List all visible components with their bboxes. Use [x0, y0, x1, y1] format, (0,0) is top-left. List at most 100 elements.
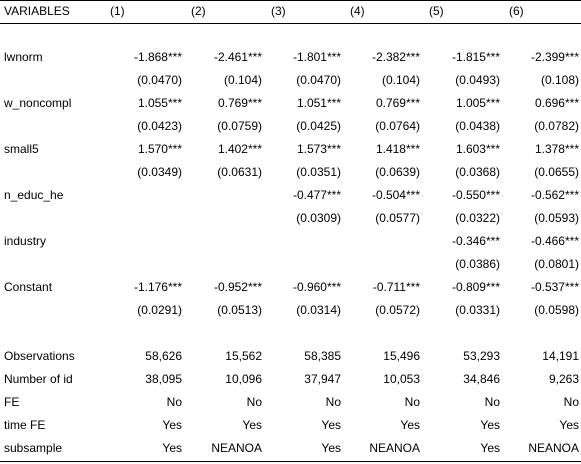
cell-col-5: (0.0386): [455, 257, 500, 271]
cell-col-1: (0.0291): [137, 303, 182, 317]
row-label: FE: [4, 395, 20, 409]
cell-col-3: Yes: [321, 441, 341, 455]
cell-col-2: -2.461***: [213, 50, 262, 64]
cell-col-2: (0.0759): [217, 119, 262, 133]
cell-col-5: 53,293: [463, 349, 500, 363]
cell-col-4: -0.711***: [372, 280, 420, 294]
cell-col-2: 1.402***: [217, 142, 262, 156]
table-row: n_educ_he -0.477*** -0.504*** -0.550*** -0.5…: [0, 184, 581, 207]
cell-col-6: -2.399***: [530, 50, 579, 64]
cell-col-5: -0.809***: [451, 280, 500, 294]
cell-col-5: -0.346***: [451, 234, 500, 248]
table-row: [0, 322, 581, 345]
header-col-4: (4): [350, 4, 365, 18]
cell-col-5: 1.005***: [455, 96, 500, 110]
cell-col-6: 14,191: [542, 349, 579, 363]
cell-col-4: -2.382***: [371, 50, 420, 64]
table-row: (0.0470) (0.104) (0.0470) (0.104) (0.0493) (0…: [0, 69, 581, 92]
cell-col-5: (0.0368): [455, 165, 500, 179]
header-variables: VARIABLES: [4, 4, 70, 18]
cell-col-5: Yes: [480, 418, 500, 432]
header-col-3: (3): [271, 4, 286, 18]
cell-col-3: No: [325, 395, 341, 409]
table-row: (0.0423) (0.0759) (0.0425) (0.0764) (0.0438)…: [0, 115, 581, 138]
row-label: small5: [4, 142, 39, 156]
row-label: w_noncompl: [4, 96, 72, 110]
table-row: (0.0309) (0.0577) (0.0322) (0.0593): [0, 207, 581, 230]
cell-col-1: 1.570***: [137, 142, 182, 156]
header-rule: [0, 23, 581, 24]
cell-col-3: Yes: [321, 418, 341, 432]
header-col-5: (5): [429, 4, 444, 18]
table-row: (0.0349) (0.0631) (0.0351) (0.0639) (0.0368)…: [0, 161, 581, 184]
table-row: FE No No No No No No: [0, 391, 581, 414]
cell-col-6: No: [563, 395, 579, 409]
table-row: time FE Yes Yes Yes Yes Yes Yes: [0, 414, 581, 437]
table-row: (0.0386) (0.0801): [0, 253, 581, 276]
table-row: Constant -1.176*** -0.952*** -0.960*** -0.71…: [0, 276, 581, 299]
cell-col-5: (0.0493): [455, 73, 500, 87]
row-label: Constant: [4, 280, 53, 294]
cell-col-4: 0.769***: [375, 96, 420, 110]
cell-col-6: (0.0598): [534, 303, 579, 317]
cell-col-1: 1.055***: [137, 96, 182, 110]
header-col-6: (6): [509, 4, 524, 18]
cell-col-1: (0.0423): [137, 119, 182, 133]
table-row: Observations 58,626 15,562 58,385 15,496 53,2…: [0, 345, 581, 368]
cell-col-3: 58,385: [304, 349, 341, 363]
header-col-1: (1): [110, 4, 125, 18]
cell-col-3: (0.0470): [296, 73, 341, 87]
cell-col-5: Yes: [480, 441, 500, 455]
cell-col-6: -0.537***: [530, 280, 579, 294]
cell-col-4: NEANOA: [369, 441, 420, 455]
cell-col-1: -1.176***: [133, 280, 182, 294]
cell-col-2: (0.0631): [217, 165, 262, 179]
cell-col-2: 10,096: [225, 372, 262, 386]
cell-col-5: (0.0331): [455, 303, 500, 317]
cell-col-1: (0.0349): [137, 165, 182, 179]
cell-col-2: No: [246, 395, 262, 409]
table-row: industry -0.346*** -0.466***: [0, 230, 581, 253]
row-label: n_educ_he: [4, 188, 64, 202]
cell-col-5: (0.0438): [455, 119, 500, 133]
cell-col-6: 0.696***: [534, 96, 579, 110]
cell-col-4: 1.418***: [375, 142, 420, 156]
table-row: small5 1.570*** 1.402*** 1.573*** 1.418*** 1.…: [0, 138, 581, 161]
cell-col-4: Yes: [400, 418, 420, 432]
cell-col-2: NEANOA: [211, 441, 262, 455]
table-row: [0, 23, 581, 46]
row-label: subsample: [4, 441, 63, 455]
top-rule: [0, 0, 581, 1]
row-label: industry: [4, 234, 47, 248]
cell-col-2: Yes: [242, 418, 262, 432]
cell-col-4: (0.0639): [375, 165, 420, 179]
row-label: Observations: [4, 349, 75, 363]
cell-col-6: (0.108): [540, 73, 579, 87]
cell-col-1: Yes: [162, 418, 182, 432]
cell-col-6: -0.466***: [530, 234, 579, 248]
cell-col-3: -0.477***: [292, 188, 341, 202]
cell-col-4: (0.0572): [375, 303, 420, 317]
cell-col-4: 15,496: [383, 349, 420, 363]
cell-col-1: -1.868***: [133, 50, 182, 64]
cell-col-1: 38,095: [145, 372, 182, 386]
row-label: Number of id: [4, 372, 73, 386]
cell-col-6: -0.562***: [530, 188, 579, 202]
cell-col-3: (0.0351): [296, 165, 341, 179]
cell-col-6: NEANOA: [528, 441, 579, 455]
cell-col-1: (0.0470): [137, 73, 182, 87]
cell-col-6: 1.378***: [534, 142, 579, 156]
cell-col-3: 37,947: [304, 372, 341, 386]
table-row: (0.0291) (0.0513) (0.0314) (0.0572) (0.0331)…: [0, 299, 581, 322]
header-col-2: (2): [191, 4, 206, 18]
cell-col-3: (0.0309): [296, 211, 341, 225]
header-row: VARIABLES (1) (2) (3) (4) (5) (6): [0, 0, 581, 23]
cell-col-6: 9,263: [548, 372, 579, 386]
cell-col-4: No: [404, 395, 420, 409]
cell-col-5: (0.0322): [455, 211, 500, 225]
table-row: w_noncompl 1.055*** 0.769*** 1.051*** 0.769*…: [0, 92, 581, 115]
cell-col-6: (0.0593): [534, 211, 579, 225]
cell-col-5: No: [484, 395, 500, 409]
cell-col-5: -0.550***: [451, 188, 500, 202]
cell-col-5: 34,846: [463, 372, 500, 386]
